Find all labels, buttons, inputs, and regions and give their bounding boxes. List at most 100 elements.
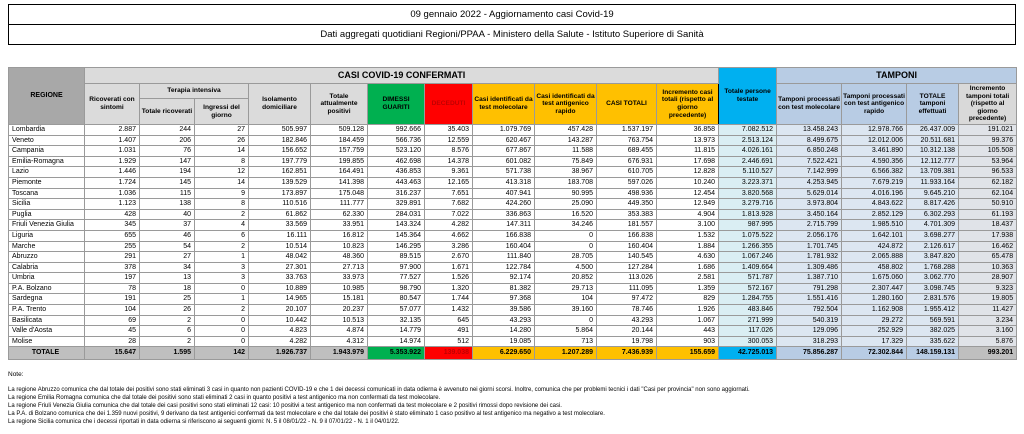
table-row: Emilia-Romagna 1.929 147 8 197.779 199.855 462… bbox=[8, 155, 1018, 168]
cell-regione: Friuli Venezia Giulia bbox=[8, 219, 85, 231]
cell-ingressi_giorno: 1 bbox=[194, 251, 249, 263]
cell-ricoverati_sintomi: 378 bbox=[84, 261, 140, 274]
cell-ricoverati_sintomi: 1.031 bbox=[84, 145, 140, 157]
cell-incremento_tamponi: 105.508 bbox=[958, 145, 1018, 157]
cell-attualmente_positivi: 164.491 bbox=[310, 166, 368, 178]
cell-casi_totali: 498.936 bbox=[596, 187, 657, 200]
cell-casi_totali: 1.537.197 bbox=[596, 123, 657, 136]
cell-dimessi: 316.237 bbox=[367, 187, 425, 200]
cell-incremento_casi: 17.698 bbox=[655, 155, 720, 168]
cell-casi_molecolare: 424.260 bbox=[472, 198, 535, 210]
cell-ingressi_giorno: 6 bbox=[194, 229, 249, 242]
table-row: Puglia 428 40 2 61.862 62.330 284.031 7.022 336.… bbox=[8, 208, 1018, 221]
cell-tamponi_molecolare: 1.781.932 bbox=[776, 251, 843, 263]
cell-incremento_casi: 443 bbox=[655, 325, 720, 337]
cell-ricoverati_sintomi: 1.929 bbox=[84, 155, 140, 168]
table-row: P.A. Trento 104 26 2 20.107 20.237 57.077 1.432… bbox=[8, 304, 1018, 316]
cell-totale_ricoverati: 37 bbox=[139, 219, 195, 231]
cell-incremento_casi: 1.686 bbox=[655, 261, 720, 274]
cell-deceduti: 1.671 bbox=[424, 261, 473, 274]
cell-regione: Sardegna bbox=[8, 293, 85, 306]
cell-attualmente_positivi: 509.128 bbox=[310, 123, 368, 136]
cell-incremento_casi: 11.815 bbox=[655, 145, 720, 157]
notes-list: La regione Abruzzo comunica che dal tota… bbox=[8, 386, 1016, 426]
cell-totale_ricoverati: 2 bbox=[139, 314, 195, 327]
total-cell-ingressi_giorno: 142 bbox=[194, 346, 249, 361]
cell-casi_molecolare: 43.293 bbox=[472, 314, 535, 327]
table-row: Sicilia 1.123 138 8 110.516 111.777 329.891 7.6… bbox=[8, 198, 1018, 210]
cell-incremento_tamponi: 9.323 bbox=[958, 282, 1018, 295]
cell-incremento_casi: 4.630 bbox=[655, 251, 720, 263]
cell-casi_totali: 43.293 bbox=[596, 314, 657, 327]
table-row: Molise 28 2 0 4.282 4.312 14.974 512 19.085 713 19… bbox=[8, 335, 1018, 348]
cell-casi_molecolare: 122.784 bbox=[472, 261, 535, 274]
cell-persone_testate: 1.409.664 bbox=[718, 261, 778, 274]
cell-dimessi: 284.031 bbox=[367, 208, 425, 221]
cell-tamponi_antigenico: 1.675.060 bbox=[841, 272, 908, 284]
cell-ingressi_giorno: 0 bbox=[194, 314, 249, 327]
cell-tamponi_antigenico: 6.566.382 bbox=[841, 166, 908, 178]
cell-isolamento: 20.107 bbox=[248, 304, 311, 316]
cell-casi_antigenico: 457.428 bbox=[534, 123, 597, 136]
cell-casi_antigenico: 16.520 bbox=[534, 208, 597, 221]
total-cell-persone_testate: 42.725.013 bbox=[718, 346, 778, 361]
cell-incremento_casi: 829 bbox=[655, 293, 720, 306]
cell-tamponi_molecolare: 7.522.421 bbox=[776, 155, 843, 168]
cell-deceduti: 14.378 bbox=[424, 155, 473, 168]
cell-tamponi_antigenico: 1.162.908 bbox=[841, 304, 908, 316]
cell-ingressi_giorno: 8 bbox=[194, 155, 249, 168]
table-row: Sardegna 191 25 1 14.965 15.181 80.547 1.744 97.… bbox=[8, 293, 1018, 306]
cell-totale_tamponi: 2.126.617 bbox=[906, 240, 960, 253]
cell-isolamento: 4.823 bbox=[248, 325, 311, 337]
cell-ingressi_giorno: 2 bbox=[194, 240, 249, 253]
cell-deceduti: 1.744 bbox=[424, 293, 473, 306]
cell-casi_antigenico: 11.588 bbox=[534, 145, 597, 157]
cell-totale_tamponi: 20.511.681 bbox=[906, 134, 960, 147]
cell-tamponi_antigenico: 7.679.219 bbox=[841, 176, 908, 189]
cell-ingressi_giorno: 1 bbox=[194, 293, 249, 306]
total-row: TOTALE 15.647 1.595 142 1.926.737 1.943.979 5.… bbox=[8, 346, 1018, 361]
cell-tamponi_molecolare: 792.504 bbox=[776, 304, 843, 316]
cell-attualmente_positivi: 27.713 bbox=[310, 261, 368, 274]
total-cell-deceduti: 139.038 bbox=[424, 346, 473, 361]
cell-incremento_tamponi: 61.193 bbox=[958, 208, 1018, 221]
col-header-incremento-tamponi: Incremento tamponi totali (rispetto al g… bbox=[958, 83, 1018, 125]
cell-ingressi_giorno: 4 bbox=[194, 219, 249, 231]
cell-ingressi_giorno: 2 bbox=[194, 304, 249, 316]
cell-dimessi: 57.077 bbox=[367, 304, 425, 316]
title-box: 09 gennaio 2022 - Aggiornamento casi Cov… bbox=[8, 4, 1016, 45]
cell-ricoverati_sintomi: 255 bbox=[84, 240, 140, 253]
total-cell-isolamento: 1.926.737 bbox=[248, 346, 311, 361]
cell-attualmente_positivi: 157.759 bbox=[310, 145, 368, 157]
cell-incremento_casi: 2.581 bbox=[655, 272, 720, 284]
cell-regione: Abruzzo bbox=[8, 251, 85, 263]
cell-ricoverati_sintomi: 197 bbox=[84, 272, 140, 284]
table-row: Valle d'Aosta 45 6 0 4.823 4.874 14.779 491 14.2… bbox=[8, 325, 1018, 337]
cell-casi_molecolare: 407.941 bbox=[472, 187, 535, 200]
cell-incremento_casi: 1.926 bbox=[655, 304, 720, 316]
cell-casi_antigenico: 713 bbox=[534, 335, 597, 348]
cell-deceduti: 2.670 bbox=[424, 251, 473, 263]
cell-casi_molecolare: 19.085 bbox=[472, 335, 535, 348]
cell-casi_antigenico: 34.246 bbox=[534, 219, 597, 231]
total-cell-attualmente_positivi: 1.943.979 bbox=[310, 346, 368, 361]
cell-ricoverati_sintomi: 655 bbox=[84, 229, 140, 242]
cell-attualmente_positivi: 141.398 bbox=[310, 176, 368, 189]
cell-incremento_tamponi: 11.427 bbox=[958, 304, 1018, 316]
cell-tamponi_antigenico: 458.802 bbox=[841, 261, 908, 274]
col-header-casi-antigenico: Casi identificati da test antigenico rap… bbox=[534, 83, 597, 125]
cell-regione: Valle d'Aosta bbox=[8, 325, 85, 337]
table-body: Lombardia 2.887 244 27 505.997 509.128 992.666… bbox=[8, 123, 1018, 348]
cell-totale_tamponi: 6.302.293 bbox=[906, 208, 960, 221]
cell-tamponi_molecolare: 1.309.486 bbox=[776, 261, 843, 274]
cell-casi_molecolare: 92.174 bbox=[472, 272, 535, 284]
cell-casi_antigenico: 143.287 bbox=[534, 134, 597, 147]
table-row: Calabria 378 34 3 27.301 27.713 97.900 1.671 122… bbox=[8, 261, 1018, 274]
cell-isolamento: 4.282 bbox=[248, 335, 311, 348]
cell-regione: Toscana bbox=[8, 187, 85, 200]
cell-totale_ricoverati: 76 bbox=[139, 145, 195, 157]
cell-incremento_tamponi: 3.234 bbox=[958, 314, 1018, 327]
cell-totale_tamponi: 3.847.820 bbox=[906, 251, 960, 263]
cell-ricoverati_sintomi: 1.446 bbox=[84, 166, 140, 178]
cell-persone_testate: 117.026 bbox=[718, 325, 778, 337]
